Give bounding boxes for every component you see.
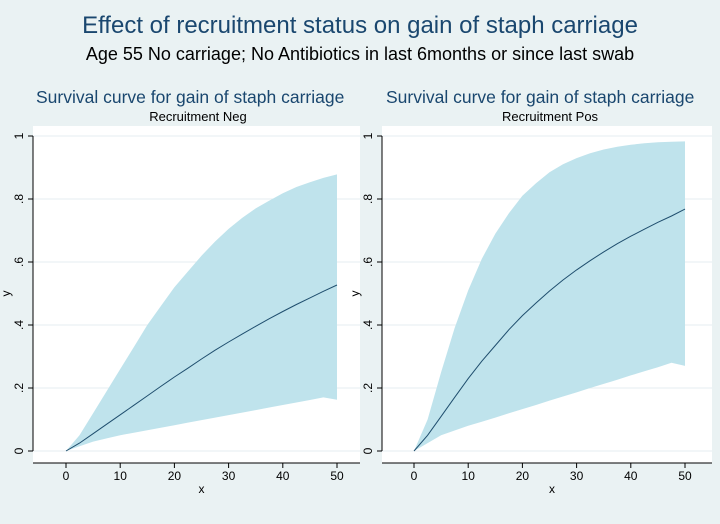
y-tick-label: 0 [12,447,26,454]
x-tick-label: 50 [330,469,344,483]
y-tick-label: .8 [361,194,375,204]
panel-title: Survival curve for gain of staph carriag… [36,87,344,107]
panel-title: Survival curve for gain of staph carriag… [386,87,694,107]
panel-subtitle: Recruitment Neg [149,109,247,124]
y-tick-label: 1 [361,132,375,139]
figure-subtitle: Age 55 No carriage; No Antibiotics in la… [85,44,635,64]
panel-subtitle: Recruitment Pos [502,109,599,124]
y-tick-label: .4 [12,320,26,330]
y-tick-label: .6 [12,257,26,267]
x-tick-label: 40 [624,469,638,483]
y-tick-label: .2 [361,383,375,393]
survival-curve-line [413,208,686,452]
survival-curve-line [65,284,338,452]
y-tick-label: .2 [12,383,26,393]
x-tick-label: 0 [411,469,418,483]
panel-1: Survival curve for gain of staph carriag… [0,87,360,496]
x-tick-label: 0 [63,469,70,483]
panel-2: Survival curve for gain of staph carriag… [348,87,712,496]
x-tick-label: 10 [462,469,476,483]
x-tick-label: 40 [276,469,290,483]
x-axis-label: x [199,482,205,496]
confidence-band [414,141,685,451]
confidence-band [66,174,337,451]
figure-title: Effect of recruitment status on gain of … [82,12,638,39]
y-tick-label: 1 [12,132,26,139]
x-tick-label: 20 [516,469,530,483]
y-tick-label: 0 [361,447,375,454]
y-tick-label: .6 [361,257,375,267]
x-tick-label: 30 [570,469,584,483]
y-axis-label: y [348,291,362,297]
x-tick-label: 50 [678,469,692,483]
x-tick-label: 20 [168,469,182,483]
y-axis-label: y [0,291,13,297]
x-axis-label: x [549,482,555,496]
y-tick-label: .4 [361,320,375,330]
y-tick-label: .8 [12,194,26,204]
x-tick-label: 10 [114,469,128,483]
x-tick-label: 30 [222,469,236,483]
